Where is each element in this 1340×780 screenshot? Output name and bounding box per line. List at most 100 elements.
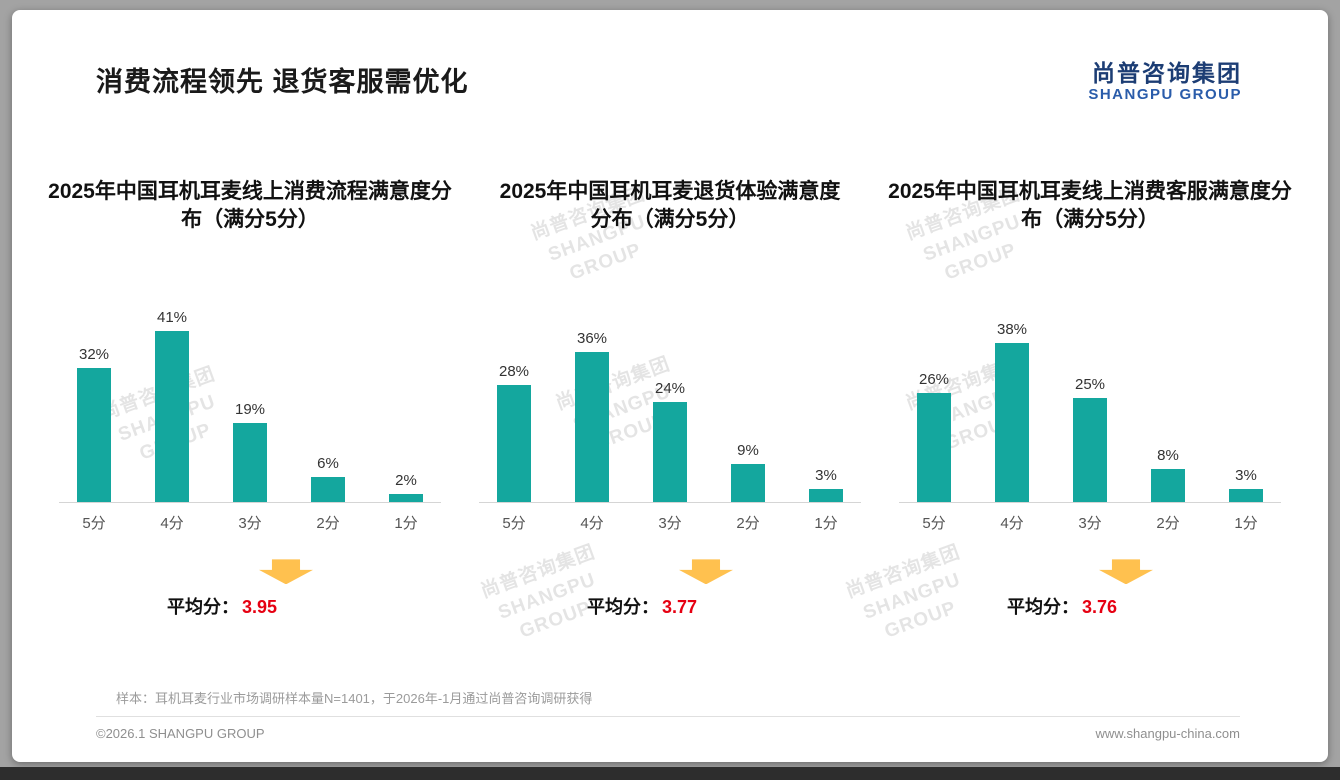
footer-copyright: ©2026.1 SHANGPU GROUP: [96, 726, 265, 741]
average-block: 平均分： 3.77: [587, 559, 733, 619]
bar: [731, 464, 765, 503]
average-text: 平均分： 3.77: [587, 593, 697, 619]
slide: 尚普咨询集团 SHANGPU GROUP 尚普咨询集团 SHANGPU GROU…: [12, 10, 1328, 762]
logo-text-en: SHANGPU GROUP: [1088, 86, 1242, 104]
average-text: 平均分： 3.95: [167, 593, 277, 619]
average-block: 平均分： 3.95: [167, 559, 313, 619]
x-tick-label: 3分: [1078, 515, 1102, 533]
bar-column: 32%: [77, 346, 111, 503]
x-tick-label: 5分: [82, 515, 106, 533]
bar-value-label: 28%: [498, 363, 530, 381]
logo: 尚普咨询集团 SHANGPU GROUP: [1088, 60, 1242, 104]
x-tick-label: 1分: [1234, 515, 1258, 533]
bar-value-label: 2%: [395, 472, 417, 490]
x-tick-label: 3分: [238, 515, 262, 533]
bar: [995, 343, 1029, 503]
chart-online-consumption-process: 2025年中国耳机耳麦线上消费流程满意度分布（满分5分） 32% 41% 19% 6%…: [40, 178, 460, 620]
x-tick-label: 5分: [502, 515, 526, 533]
bar: [155, 331, 189, 503]
x-tick-label: 4分: [160, 515, 184, 533]
bar-value-label: 38%: [996, 321, 1028, 339]
bar-column: 38%: [995, 321, 1029, 503]
x-tick-label: 4分: [580, 515, 604, 533]
charts-row: 2025年中国耳机耳麦线上消费流程满意度分布（满分5分） 32% 41% 19% 6%…: [12, 178, 1328, 620]
x-tick-label: 1分: [814, 515, 838, 533]
bar-value-label: 32%: [78, 346, 110, 364]
bar-value-label: 41%: [156, 309, 188, 327]
bar: [497, 385, 531, 503]
bar: [809, 489, 843, 503]
bar: [575, 352, 609, 503]
bar-column: 3%: [1229, 467, 1263, 503]
average-value: 3.95: [241, 597, 278, 618]
plot-area: 26% 38% 25% 8% 3%: [899, 306, 1281, 504]
bar-column: 41%: [155, 309, 189, 503]
bar-column: 25%: [1073, 376, 1107, 503]
footer-divider: [96, 716, 1240, 717]
chart-title: 2025年中国耳机耳麦线上消费流程满意度分布（满分5分）: [48, 179, 452, 232]
bar-column: 6%: [311, 455, 345, 503]
x-tick-label: 2分: [1156, 515, 1180, 533]
x-axis: 5分 4分 3分 2分 1分: [59, 512, 441, 533]
arrow-down-icon: [258, 559, 313, 585]
bar: [233, 423, 267, 503]
footer-website: www.shangpu-china.com: [1095, 726, 1240, 741]
bar: [1151, 469, 1185, 503]
plot-area: 28% 36% 24% 9% 3%: [479, 306, 861, 504]
x-tick-label: 4分: [1000, 515, 1024, 533]
x-axis: 5分 4分 3分 2分 1分: [479, 512, 861, 533]
bar-value-label: 24%: [654, 380, 686, 398]
sample-footnote: 样本：耳机耳麦行业市场调研样本量N=1401，于2026年-1月通过尚普咨询调研…: [116, 691, 593, 706]
bar-value-label: 19%: [234, 401, 266, 419]
bottom-bar: [0, 767, 1340, 780]
average-label: 平均分：: [166, 597, 239, 618]
x-axis: 5分 4分 3分 2分 1分: [899, 512, 1281, 533]
bar-column: 2%: [389, 472, 423, 503]
average-block: 平均分： 3.76: [1007, 559, 1153, 619]
footer: ©2026.1 SHANGPU GROUP www.shangpu-china.…: [96, 726, 1240, 741]
chart-title: 2025年中国耳机耳麦线上消费客服满意度分布（满分5分）: [888, 179, 1292, 232]
bar: [917, 393, 951, 503]
page-title: 消费流程领先 退货客服需优化: [96, 67, 469, 97]
bar: [1073, 398, 1107, 503]
average-label: 平均分：: [1006, 597, 1079, 618]
x-tick-label: 1分: [394, 515, 418, 533]
bar-column: 9%: [731, 442, 765, 503]
arrow-down-icon: [1098, 559, 1153, 585]
bar-value-label: 36%: [576, 330, 608, 348]
bar-column: 28%: [497, 363, 531, 503]
average-value: 3.77: [661, 597, 698, 618]
x-tick-label: 5分: [922, 515, 946, 533]
bar-value-label: 25%: [1074, 376, 1106, 394]
x-tick-label: 2分: [736, 515, 760, 533]
bar-value-label: 6%: [317, 455, 339, 473]
x-tick-label: 3分: [658, 515, 682, 533]
bar-column: 3%: [809, 467, 843, 503]
bar: [389, 494, 423, 503]
chart-return-experience: 2025年中国耳机耳麦退货体验满意度分布（满分5分） 28% 36% 24% 9% 3%…: [460, 178, 880, 620]
average-value: 3.76: [1081, 597, 1118, 618]
bar-value-label: 9%: [737, 442, 759, 460]
plot-area: 32% 41% 19% 6% 2%: [59, 306, 441, 504]
chart-customer-service: 2025年中国耳机耳麦线上消费客服满意度分布（满分5分） 26% 38% 25% 8%…: [880, 178, 1300, 620]
bar-column: 19%: [233, 401, 267, 503]
header: 消费流程领先 退货客服需优化 尚普咨询集团 SHANGPU GROUP: [12, 10, 1328, 104]
x-tick-label: 2分: [316, 515, 340, 533]
bar: [653, 402, 687, 503]
bar-value-label: 26%: [918, 371, 950, 389]
bar: [1229, 489, 1263, 503]
bar-value-label: 3%: [815, 467, 837, 485]
bar-value-label: 8%: [1157, 447, 1179, 465]
chart-title: 2025年中国耳机耳麦退货体验满意度分布（满分5分）: [499, 179, 841, 232]
bar: [311, 477, 345, 503]
bar-column: 8%: [1151, 447, 1185, 503]
average-label: 平均分：: [586, 597, 659, 618]
bar-column: 26%: [917, 371, 951, 503]
bar: [77, 368, 111, 503]
arrow-down-icon: [678, 559, 733, 585]
average-text: 平均分： 3.76: [1007, 593, 1117, 619]
bar-value-label: 3%: [1235, 467, 1257, 485]
bar-column: 36%: [575, 330, 609, 503]
bar-column: 24%: [653, 380, 687, 503]
